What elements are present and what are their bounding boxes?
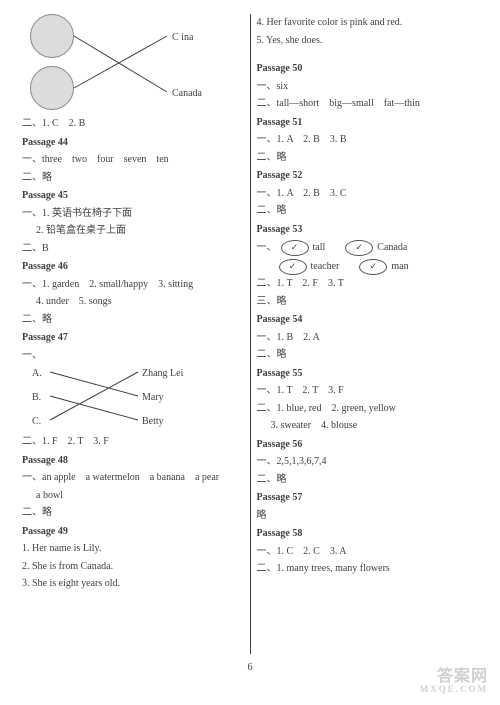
tick-icon: ✓ <box>281 240 309 256</box>
page: C ina Canada 二、1. C 2. B Passage 44 一、th… <box>0 0 500 705</box>
answer-line: 略 <box>257 508 479 525</box>
answer-line: 二、B <box>22 241 244 258</box>
passage-50-title: Passage 50 <box>257 61 479 78</box>
answer-line: 二、略 <box>22 312 244 329</box>
tick-icon: ✓ <box>345 240 373 256</box>
passage-45-title: Passage 45 <box>22 188 244 205</box>
passage-46-title: Passage 46 <box>22 259 244 276</box>
match-lines <box>32 366 232 432</box>
answer-line: 一、three two four seven ten <box>22 152 244 169</box>
answer-line: 二、1. T 2. F 3. T <box>257 276 479 293</box>
answer-line: 二、1. many trees, many flowers <box>257 561 479 578</box>
diagram-label-china: C ina <box>172 30 193 47</box>
answer-line: 二、1. C 2. B <box>22 116 244 133</box>
passage-58-title: Passage 58 <box>257 526 479 543</box>
option-teacher: teacher <box>311 259 340 276</box>
passage-55-title: Passage 55 <box>257 366 479 383</box>
passage-44-title: Passage 44 <box>22 135 244 152</box>
answer-line: 一、1. A 2. B 3. B <box>257 132 479 149</box>
answer-line: 5. Yes, she does. <box>257 33 479 50</box>
columns: C ina Canada 二、1. C 2. B Passage 44 一、th… <box>22 14 478 654</box>
answer-line: 二、略 <box>257 347 479 364</box>
passage-48-title: Passage 48 <box>22 453 244 470</box>
answer-line: 二、略 <box>257 150 479 167</box>
match-diagram-47: A. B. C. Zhang Lei Mary Betty <box>32 366 244 432</box>
answer-line: 2. 铅笔盒在桌子上面 <box>36 223 244 240</box>
answer-line: 4. Her favorite color is pink and red. <box>257 15 479 32</box>
answer-line: 一、1. garden 2. small/happy 3. sitting <box>22 277 244 294</box>
passage-57-title: Passage 57 <box>257 490 479 507</box>
passage-51-title: Passage 51 <box>257 115 479 132</box>
option-canada: Canada <box>377 240 407 257</box>
answer-line: 二、tall—short big—small fat—thin <box>257 96 479 113</box>
passage-49-title: Passage 49 <box>22 524 244 541</box>
answer-line: 4. under 5. songs <box>36 294 244 311</box>
watermark-line2: MXQE.COM <box>420 685 488 695</box>
page-number: 6 <box>22 660 478 677</box>
answer-line: 二、略 <box>22 505 244 522</box>
answer-line: 一、 <box>22 348 244 365</box>
answer-line: 1. Her name is Lily. <box>22 541 244 558</box>
answer-line: 一、1. 英语书在椅子下面 <box>22 206 244 223</box>
passage-54-title: Passage 54 <box>257 312 479 329</box>
prefix: 一、 <box>257 240 277 257</box>
answer-line: 一、1. T 2. T 3. F <box>257 383 479 400</box>
answer-line: 一、2,5,1,3,6,7,4 <box>257 454 479 471</box>
passage-53-title: Passage 53 <box>257 222 479 239</box>
tick-icon: ✓ <box>279 259 307 275</box>
answer-line: 二、略 <box>257 472 479 489</box>
option-tall: tall <box>313 240 326 257</box>
answer-line: 3. She is eight years old. <box>22 576 244 593</box>
tick-icon: ✓ <box>359 259 387 275</box>
answer-line: a bowl <box>36 488 244 505</box>
answer-line: 二、1. blue, red 2. green, yellow <box>257 401 479 418</box>
passage-52-title: Passage 52 <box>257 168 479 185</box>
answer-line: 三、略 <box>257 294 479 311</box>
passage-53-row2: ✓ teacher ✓ man <box>279 259 479 276</box>
left-column: C ina Canada 二、1. C 2. B Passage 44 一、th… <box>22 14 250 654</box>
passage-56-title: Passage 56 <box>257 437 479 454</box>
answer-line: 一、1. B 2. A <box>257 330 479 347</box>
answer-line: 二、略 <box>257 203 479 220</box>
answer-line: 二、1. F 2. T 3. F <box>22 434 244 451</box>
answer-line: 一、1. A 2. B 3. C <box>257 186 479 203</box>
right-column: 4. Her favorite color is pink and red. 5… <box>251 14 479 654</box>
answer-line: 二、略 <box>22 170 244 187</box>
passage-53-row1: 一、 ✓ tall ✓ Canada <box>257 240 479 257</box>
top-match-diagram: C ina Canada <box>22 14 244 114</box>
cross-lines <box>22 14 242 114</box>
passage-47-title: Passage 47 <box>22 330 244 347</box>
answer-line: 3. sweater 4. blouse <box>271 418 479 435</box>
answer-line: 一、1. C 2. C 3. A <box>257 544 479 561</box>
diagram-label-canada: Canada <box>172 86 202 103</box>
answer-line: 一、an apple a watermelon a banana a pear <box>22 470 244 487</box>
option-man: man <box>391 259 408 276</box>
spacer <box>257 49 479 59</box>
answer-line: 2. She is from Canada. <box>22 559 244 576</box>
answer-line: 一、six <box>257 79 479 96</box>
